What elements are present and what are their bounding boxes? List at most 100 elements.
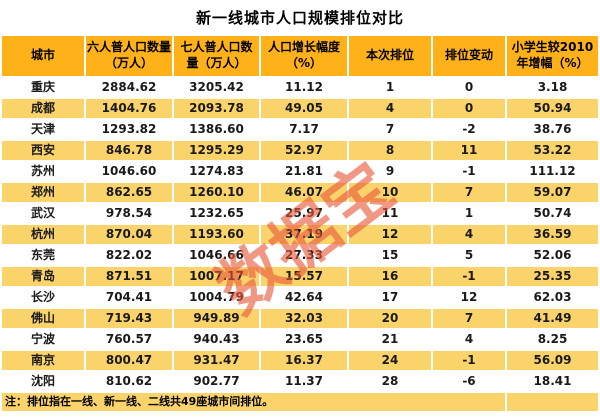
table-row: 长沙 704.41 1004.79 42.64 17 12 62.03	[2, 288, 598, 307]
note-spacer-cell	[507, 393, 598, 411]
value-cell: 7	[433, 309, 505, 328]
value-cell: 62.03	[507, 288, 598, 307]
value-cell: 2884.62	[86, 78, 172, 97]
column-header: 六人普人口数量（万人）	[86, 36, 172, 76]
value-cell: 56.09	[507, 351, 598, 370]
value-cell: 52.97	[261, 141, 347, 160]
table-row: 杭州 870.04 1193.60 37.19 12 4 36.59	[2, 225, 598, 244]
value-cell: 1232.65	[174, 204, 259, 223]
value-cell: -6	[433, 372, 505, 391]
value-cell: 52.06	[507, 246, 598, 265]
value-cell: 11	[433, 141, 505, 160]
value-cell: 1	[349, 78, 431, 97]
city-cell: 天津	[2, 120, 84, 139]
population-ranking-table: 城市 六人普人口数量（万人） 七人普人口数量（万人） 人口增长幅度（%） 本次排位 排位变…	[0, 34, 600, 413]
value-cell: 1046.66	[174, 246, 259, 265]
value-cell: 1274.83	[174, 162, 259, 181]
city-cell: 重庆	[2, 78, 84, 97]
value-cell: 4	[433, 330, 505, 349]
value-cell: 16.37	[261, 351, 347, 370]
value-cell: 59.07	[507, 183, 598, 202]
value-cell: 1295.29	[174, 141, 259, 160]
value-cell: 8.25	[507, 330, 598, 349]
page-title: 新一线城市人口规模排位对比	[195, 9, 404, 27]
value-cell: 719.43	[86, 309, 172, 328]
value-cell: 2093.78	[174, 99, 259, 118]
value-cell: 1260.10	[174, 183, 259, 202]
value-cell: 8	[349, 141, 431, 160]
value-cell: 15	[349, 246, 431, 265]
value-cell: -1	[433, 267, 505, 286]
city-cell: 长沙	[2, 288, 84, 307]
city-cell: 青岛	[2, 267, 84, 286]
value-cell: 23.65	[261, 330, 347, 349]
value-cell: 53.22	[507, 141, 598, 160]
column-header: 城市	[2, 36, 84, 76]
value-cell: 36.59	[507, 225, 598, 244]
value-cell: 7.17	[261, 120, 347, 139]
value-cell: 1293.82	[86, 120, 172, 139]
city-cell: 杭州	[2, 225, 84, 244]
city-cell: 沈阳	[2, 372, 84, 391]
value-cell: 7	[433, 183, 505, 202]
value-cell: 949.89	[174, 309, 259, 328]
column-header: 排位变动	[433, 36, 505, 76]
table-row: 成都 1404.76 2093.78 49.05 4 0 50.94	[2, 99, 598, 118]
value-cell: -2	[433, 120, 505, 139]
value-cell: 4	[433, 225, 505, 244]
value-cell: 38.76	[507, 120, 598, 139]
value-cell: 760.57	[86, 330, 172, 349]
value-cell: 1046.60	[86, 162, 172, 181]
value-cell: 25.97	[261, 204, 347, 223]
table-row: 沈阳 810.62 902.77 11.37 28 -6 18.41	[2, 372, 598, 391]
value-cell: 41.49	[507, 309, 598, 328]
table-row: 武汉 978.54 1232.65 25.97 11 1 50.74	[2, 204, 598, 223]
table-row: 西安 846.78 1295.29 52.97 8 11 53.22	[2, 141, 598, 160]
value-cell: 5	[433, 246, 505, 265]
table-body: 重庆 2884.62 3205.42 11.12 1 0 3.18 成都 1404.76 2093…	[2, 78, 598, 391]
table-row: 东莞 822.02 1046.66 27.33 15 5 52.06	[2, 246, 598, 265]
value-cell: -1	[433, 351, 505, 370]
table-row: 郑州 862.65 1260.10 46.07 10 7 59.07	[2, 183, 598, 202]
value-cell: 870.04	[86, 225, 172, 244]
city-cell: 武汉	[2, 204, 84, 223]
value-cell: 24	[349, 351, 431, 370]
value-cell: 111.12	[507, 162, 598, 181]
value-cell: 978.54	[86, 204, 172, 223]
city-cell: 苏州	[2, 162, 84, 181]
value-cell: 822.02	[86, 246, 172, 265]
value-cell: 11.37	[261, 372, 347, 391]
city-cell: 西安	[2, 141, 84, 160]
value-cell: 800.47	[86, 351, 172, 370]
table-footer: 注：排位指在一线、新一线、二线共49座城市间排位。	[2, 393, 598, 411]
value-cell: 3205.42	[174, 78, 259, 97]
value-cell: 20	[349, 309, 431, 328]
value-cell: 1386.60	[174, 120, 259, 139]
table-header: 城市 六人普人口数量（万人） 七人普人口数量（万人） 人口增长幅度（%） 本次排位 排位变…	[2, 36, 598, 76]
value-cell: 1	[433, 204, 505, 223]
value-cell: 21.81	[261, 162, 347, 181]
table-row: 重庆 2884.62 3205.42 11.12 1 0 3.18	[2, 78, 598, 97]
value-cell: 931.47	[174, 351, 259, 370]
value-cell: 28	[349, 372, 431, 391]
value-cell: 12	[349, 225, 431, 244]
value-cell: 0	[433, 99, 505, 118]
value-cell: 27.33	[261, 246, 347, 265]
value-cell: 15.57	[261, 267, 347, 286]
value-cell: 1193.60	[174, 225, 259, 244]
city-cell: 佛山	[2, 309, 84, 328]
value-cell: 1004.79	[174, 288, 259, 307]
value-cell: 704.41	[86, 288, 172, 307]
value-cell: 3.18	[507, 78, 598, 97]
value-cell: 37.19	[261, 225, 347, 244]
column-header: 小学生较2010年增幅（%）	[507, 36, 598, 76]
city-cell: 宁波	[2, 330, 84, 349]
value-cell: 10	[349, 183, 431, 202]
value-cell: 46.07	[261, 183, 347, 202]
value-cell: 42.64	[261, 288, 347, 307]
table-row: 天津 1293.82 1386.60 7.17 7 -2 38.76	[2, 120, 598, 139]
value-cell: 871.51	[86, 267, 172, 286]
table-row: 青岛 871.51 1007.17 15.57 16 -1 25.35	[2, 267, 598, 286]
value-cell: 18.41	[507, 372, 598, 391]
value-cell: 7	[349, 120, 431, 139]
